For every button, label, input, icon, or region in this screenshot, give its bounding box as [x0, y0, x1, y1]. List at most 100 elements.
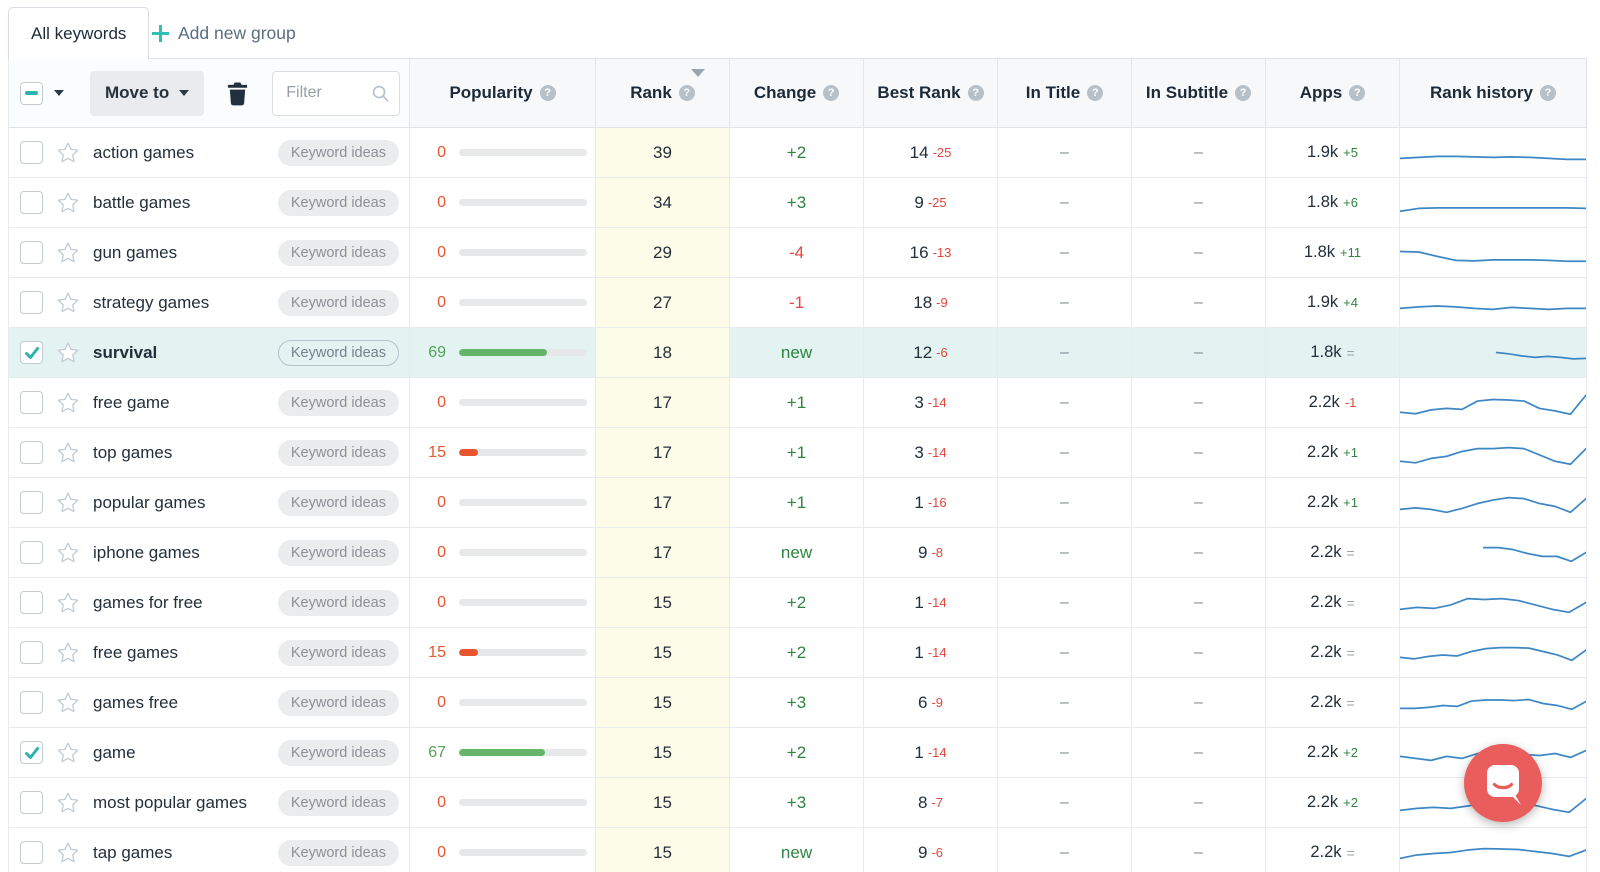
- tab-all-keywords[interactable]: All keywords: [8, 7, 150, 59]
- table-row[interactable]: free games Keyword ideas 15 15 +2 1 -14 …: [9, 628, 1586, 678]
- row-checkbox[interactable]: [20, 441, 43, 464]
- popularity-value: 0: [437, 393, 446, 411]
- chevron-down-icon[interactable]: [54, 90, 64, 96]
- help-icon[interactable]: [967, 85, 984, 101]
- table-row[interactable]: free game Keyword ideas 0 17 +1 3 -14 –: [9, 378, 1586, 428]
- change-value: +2: [786, 742, 807, 762]
- row-checkbox[interactable]: [20, 791, 43, 814]
- row-checkbox[interactable]: [20, 291, 43, 314]
- favorite-star-icon[interactable]: [55, 690, 81, 716]
- row-checkbox[interactable]: [20, 541, 43, 564]
- best-rank-delta: -16: [927, 495, 947, 510]
- help-icon[interactable]: [1539, 85, 1556, 101]
- rank-history-sparkline: [1400, 847, 1586, 860]
- best-rank-delta: -25: [932, 145, 952, 160]
- popularity-value: 15: [428, 643, 446, 661]
- row-checkbox[interactable]: [20, 191, 43, 214]
- apps-delta: =: [1346, 344, 1355, 361]
- best-rank-value: 14: [909, 142, 929, 162]
- row-checkbox[interactable]: [20, 391, 43, 414]
- delete-button[interactable]: [226, 81, 249, 106]
- in-subtitle-cell: –: [1131, 428, 1265, 477]
- in-title-value: –: [1060, 693, 1069, 711]
- row-checkbox[interactable]: [20, 641, 43, 664]
- add-new-group-button[interactable]: Add new group: [152, 16, 296, 50]
- row-checkbox[interactable]: [20, 241, 43, 264]
- filter-box: [272, 70, 401, 116]
- rank-cell: 27: [595, 278, 729, 327]
- favorite-star-icon[interactable]: [55, 340, 81, 366]
- favorite-star-icon[interactable]: [55, 840, 81, 866]
- popularity-bar: [459, 399, 587, 406]
- in-title-cell: –: [997, 478, 1131, 527]
- help-icon[interactable]: [1087, 85, 1104, 101]
- select-all-checkbox[interactable]: [20, 81, 43, 105]
- table-row[interactable]: survival Keyword ideas 69 18 new 12 -6 –: [9, 328, 1586, 378]
- in-subtitle-cell: –: [1131, 528, 1265, 577]
- keyword-label: tap games: [93, 842, 173, 862]
- filter-input[interactable]: [272, 70, 401, 116]
- rank-value: 39: [653, 142, 672, 162]
- table-row[interactable]: most popular games Keyword ideas 0 15 +3…: [9, 778, 1586, 828]
- favorite-star-icon[interactable]: [55, 290, 81, 316]
- column-header-rank-history[interactable]: Rank history: [1399, 59, 1586, 127]
- table-row[interactable]: games free Keyword ideas 0 15 +3 6 -9 –: [9, 678, 1586, 728]
- table-row[interactable]: battle games Keyword ideas 0 34 +3 9 -25…: [9, 178, 1586, 228]
- row-checkbox[interactable]: [20, 491, 43, 514]
- table-row[interactable]: game Keyword ideas 67 15 +2 1 -14 –: [9, 728, 1586, 778]
- row-checkbox[interactable]: [20, 741, 43, 764]
- rank-history-cell: [1399, 278, 1586, 327]
- help-icon[interactable]: [539, 85, 556, 101]
- table-row[interactable]: action games Keyword ideas 0 39 +2 14 -2…: [9, 128, 1586, 178]
- favorite-star-icon[interactable]: [55, 440, 81, 466]
- chevron-down-icon: [179, 90, 190, 96]
- move-to-button[interactable]: Move to: [90, 70, 205, 116]
- favorite-star-icon[interactable]: [55, 390, 81, 416]
- row-checkbox[interactable]: [20, 141, 43, 164]
- table-row[interactable]: top games Keyword ideas 15 17 +1 3 -14 –: [9, 428, 1586, 478]
- keyword-ideas-badge: Keyword ideas: [277, 239, 399, 266]
- favorite-star-icon[interactable]: [55, 790, 81, 816]
- column-header-apps[interactable]: Apps: [1265, 59, 1399, 127]
- help-icon[interactable]: [678, 85, 695, 101]
- keyword-label: gun games: [93, 242, 178, 262]
- help-icon[interactable]: [1235, 85, 1252, 101]
- row-checkbox[interactable]: [20, 591, 43, 614]
- best-rank-value: 8: [917, 792, 928, 812]
- column-header-best-rank[interactable]: Best Rank: [863, 59, 997, 127]
- favorite-star-icon[interactable]: [55, 590, 81, 616]
- rank-value: 15: [653, 592, 672, 612]
- row-checkbox[interactable]: [20, 341, 43, 364]
- table-row[interactable]: gun games Keyword ideas 0 29 -4 16 -13 –: [9, 228, 1586, 278]
- column-header-in-subtitle[interactable]: In Subtitle: [1131, 59, 1265, 127]
- column-header-change[interactable]: Change: [729, 59, 863, 127]
- column-header-rank[interactable]: Rank: [595, 59, 729, 127]
- favorite-star-icon[interactable]: [55, 740, 81, 766]
- table-row[interactable]: games for free Keyword ideas 0 15 +2 1 -…: [9, 578, 1586, 628]
- favorite-star-icon[interactable]: [55, 240, 81, 266]
- keyword-cell: most popular games Keyword ideas: [9, 778, 409, 827]
- favorite-star-icon[interactable]: [55, 190, 81, 216]
- row-checkbox[interactable]: [20, 841, 43, 864]
- table-row[interactable]: iphone games Keyword ideas 0 17 new 9 -8…: [9, 528, 1586, 578]
- table-row[interactable]: popular games Keyword ideas 0 17 +1 1 -1…: [9, 478, 1586, 528]
- table-row[interactable]: tap games Keyword ideas 0 15 new 9 -6 –: [9, 828, 1586, 872]
- column-header-in-title[interactable]: In Title: [997, 59, 1131, 127]
- best-rank-value: 1: [914, 492, 924, 512]
- column-header-popularity[interactable]: Popularity: [409, 59, 595, 127]
- intercom-chat-button[interactable]: [1464, 744, 1542, 822]
- keyword-label: free game: [93, 392, 170, 412]
- table-row[interactable]: strategy games Keyword ideas 0 27 -1 18 …: [9, 278, 1586, 328]
- row-checkbox[interactable]: [20, 691, 43, 714]
- column-label: Popularity: [449, 83, 533, 102]
- help-icon[interactable]: [823, 85, 840, 101]
- favorite-star-icon[interactable]: [55, 490, 81, 516]
- favorite-star-icon[interactable]: [55, 540, 81, 566]
- in-title-cell: –: [997, 178, 1131, 227]
- help-icon[interactable]: [1349, 85, 1366, 101]
- rank-cell: 17: [595, 528, 729, 577]
- in-title-value: –: [1060, 593, 1069, 611]
- favorite-star-icon[interactable]: [55, 640, 81, 666]
- favorite-star-icon[interactable]: [55, 140, 81, 166]
- popularity-bar: [459, 649, 587, 656]
